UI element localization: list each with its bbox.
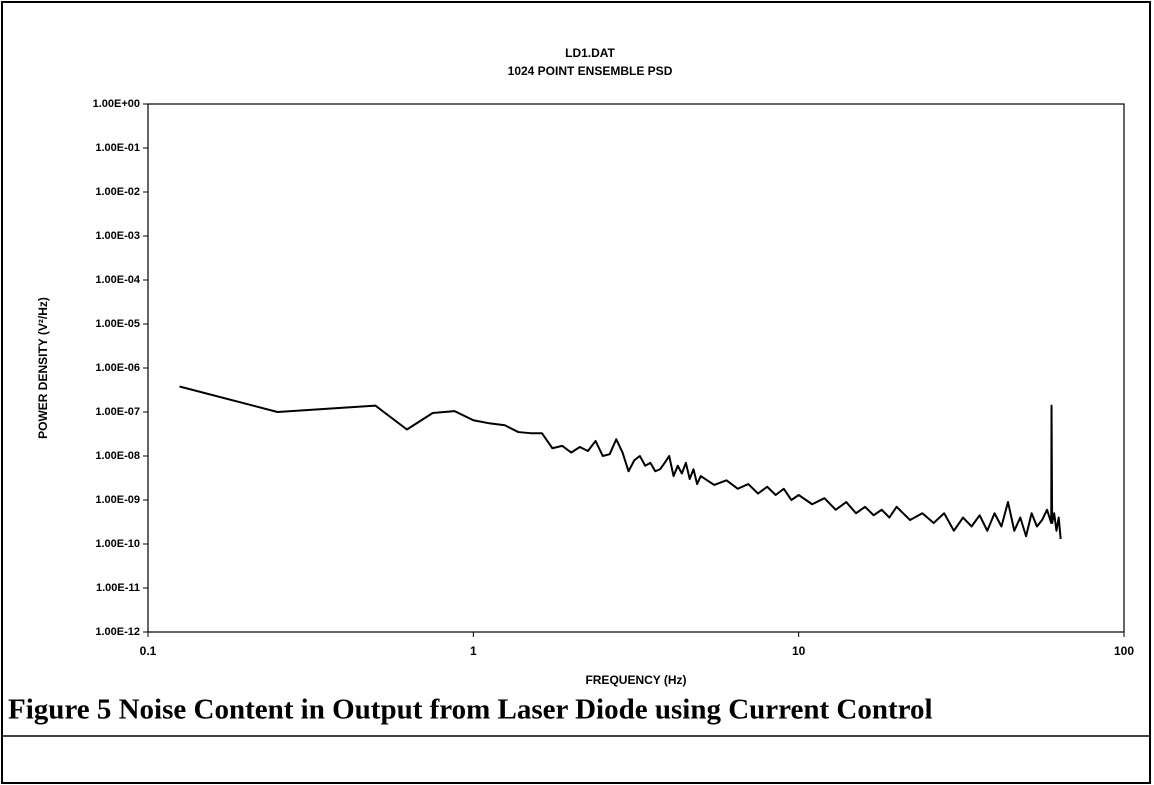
y-tick-label: 1.00E-03 [95,230,140,242]
x-tick-label: 100 [1114,644,1134,658]
x-axis-label: FREQUENCY (Hz) [585,673,686,687]
x-tick-label: 10 [792,644,806,658]
y-tick-label: 1.00E-12 [95,626,140,638]
y-tick-label: 1.00E-01 [95,142,140,154]
chart-title: LD1.DAT [565,46,615,60]
y-tick-label: 1.00E-10 [95,538,140,550]
y-tick-label: 1.00E-06 [95,362,140,374]
y-tick-label: 1.00E-11 [96,582,140,594]
y-axis-label: POWER DENSITY (V²/Hz) [36,297,50,439]
chart-subtitle: 1024 POINT ENSEMBLE PSD [508,64,673,78]
x-tick-label: 0.1 [140,644,157,658]
y-tick-label: 1.00E-04 [95,274,141,286]
y-tick-label: 1.00E+00 [93,98,140,110]
y-tick-label: 1.00E-07 [95,406,140,418]
x-tick-label: 1 [470,644,477,658]
y-tick-label: 1.00E-02 [95,186,140,198]
plot-area [147,103,1125,633]
y-tick-label: 1.00E-08 [95,450,140,462]
y-tick-label: 1.00E-05 [95,318,140,330]
figure-caption: Figure 5 Noise Content in Output from La… [8,694,933,726]
y-tick-label: 1.00E-09 [95,494,140,506]
data-line [179,385,1062,540]
